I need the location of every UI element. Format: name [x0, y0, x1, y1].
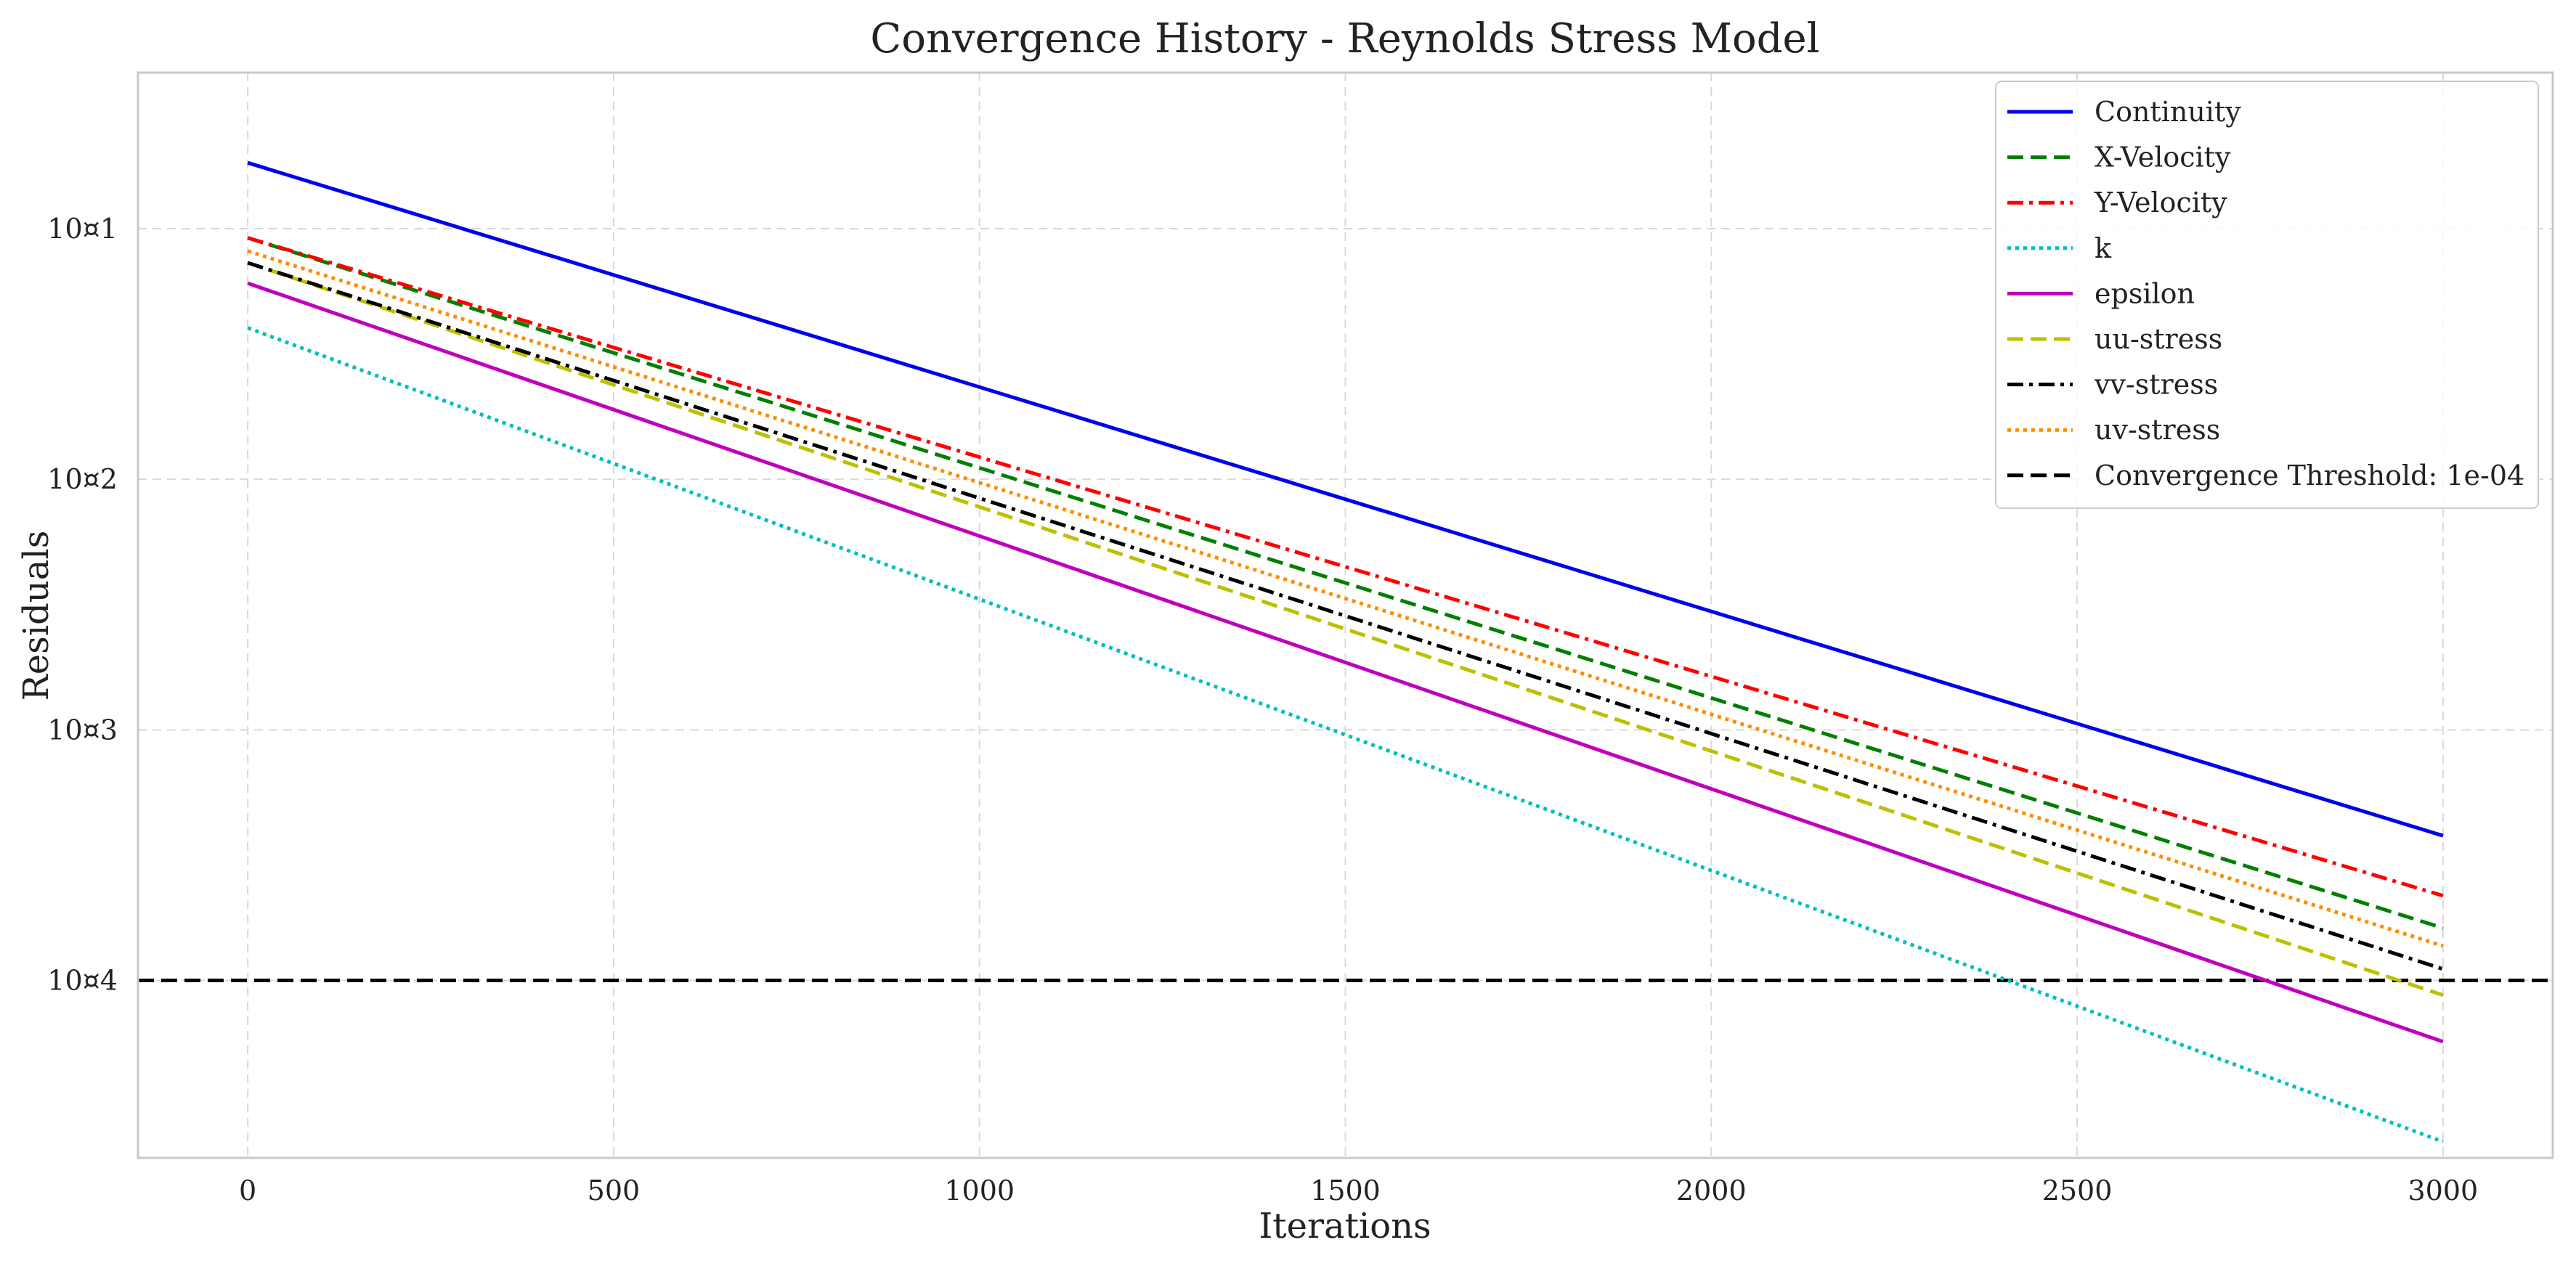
y-axis-label: Residuals: [16, 531, 57, 701]
y-tick-label: 10¤2: [47, 463, 118, 495]
series-line-uv-stress: [247, 249, 2444, 948]
x-axis-label: Iterations: [1259, 1206, 1431, 1246]
legend-box: [1995, 81, 2539, 509]
series-line-x-velocity: [247, 236, 2444, 930]
series-line-continuity: [247, 160, 2444, 838]
legend-label: Continuity: [2094, 96, 2241, 128]
legend-label: epsilon: [2094, 277, 2195, 309]
plot-frame: [137, 71, 2554, 1159]
x-tick-label: 1500: [1310, 1175, 1381, 1207]
legend-label: k: [2094, 232, 2112, 264]
y-tick-label: 10¤4: [47, 964, 118, 996]
series-line-uu-stress: [247, 261, 2444, 997]
x-axis-ticks: 0 500 1000 1500 2000 2500 3000: [239, 1175, 2478, 1207]
y-axis-ticks: 10¤1 10¤2 10¤3 10¤4: [47, 213, 118, 996]
legend-label: uu-stress: [2094, 323, 2222, 355]
x-tick-label: 1000: [944, 1175, 1015, 1207]
legend-label: uv-stress: [2094, 414, 2220, 446]
series-lines: [247, 160, 2444, 1144]
legend-label: Convergence Threshold: 1e-04: [2094, 460, 2524, 491]
x-tick-label: 2000: [1676, 1175, 1747, 1207]
y-tick-label: 10¤1: [47, 213, 118, 245]
series-line-k: [247, 326, 2444, 1144]
x-tick-label: 3000: [2408, 1175, 2479, 1207]
x-tick-label: 0: [239, 1175, 256, 1207]
series-line-y-velocity: [247, 236, 2444, 898]
series-line-epsilon: [247, 281, 2444, 1044]
x-tick-label: 500: [588, 1175, 641, 1207]
chart-title: Convergence History - Reynolds Stress Mo…: [870, 15, 1819, 62]
legend-label: X-Velocity: [2094, 142, 2231, 174]
legend-label: Y-Velocity: [2094, 187, 2227, 219]
y-tick-label: 10¤3: [47, 714, 118, 746]
series-line-vv-stress: [247, 261, 2444, 971]
legend-label: vv-stress: [2094, 369, 2218, 401]
x-tick-label: 2500: [2042, 1175, 2113, 1207]
legend: Continuity X-Velocity Y-Velocity k epsilon uu…: [1995, 81, 2539, 509]
